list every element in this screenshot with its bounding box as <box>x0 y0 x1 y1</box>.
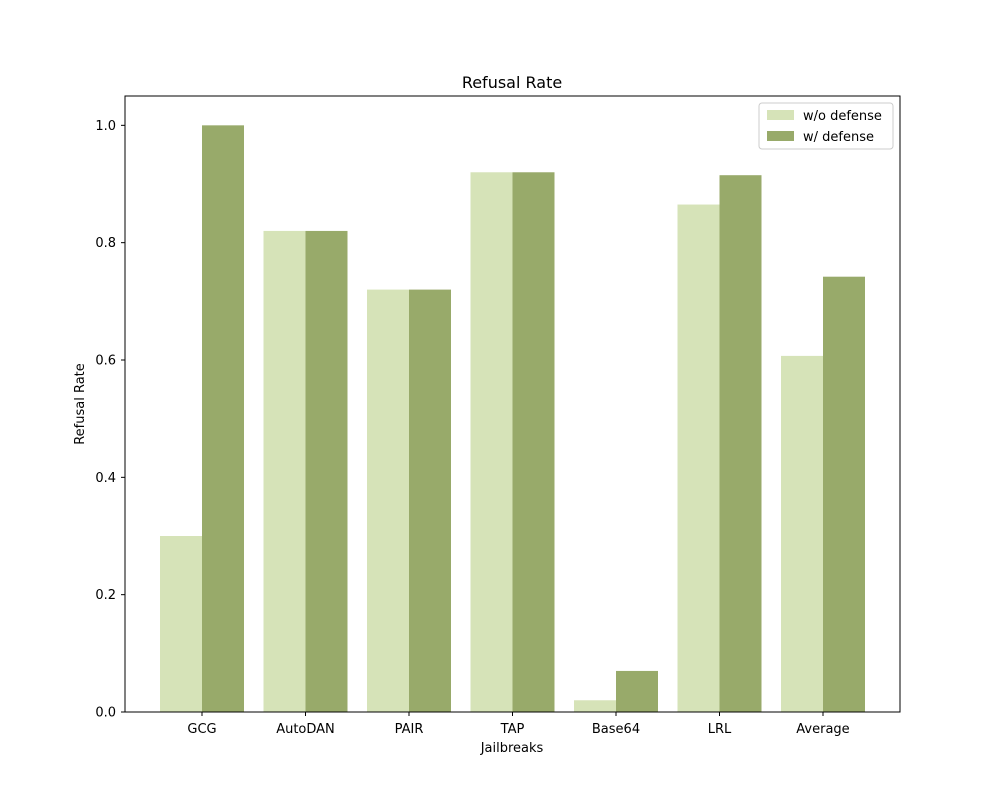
legend-swatch <box>767 110 794 120</box>
bar-without-defense <box>367 289 409 712</box>
x-tick-label: TAP <box>500 722 525 737</box>
y-tick-label: 0.0 <box>95 706 116 721</box>
x-tick-label: Average <box>796 722 849 737</box>
bar-with-defense <box>719 175 762 712</box>
x-axis-label: Jailbreaks <box>480 741 544 756</box>
bar-without-defense <box>160 536 202 712</box>
y-axis: 0.0 0.2 0.4 0.6 0.8 1.0 <box>95 119 125 721</box>
bar-without-defense <box>470 172 513 712</box>
legend-label: w/o defense <box>803 109 882 124</box>
y-tick-label: 0.4 <box>95 471 116 486</box>
y-tick-label: 1.0 <box>95 119 116 134</box>
chart-title: Refusal Rate <box>462 73 562 92</box>
bar-with-defense <box>616 670 658 712</box>
bar-with-defense <box>202 125 244 713</box>
legend-swatch <box>767 131 794 141</box>
x-tick-label: GCG <box>187 722 216 737</box>
bar-with-defense <box>409 289 451 712</box>
x-tick-label: Base64 <box>592 722 640 737</box>
y-axis-label: Refusal Rate <box>73 363 88 445</box>
y-tick-label: 0.8 <box>95 236 116 251</box>
y-tick-label: 0.2 <box>95 588 116 603</box>
bar-without-defense <box>781 355 823 712</box>
x-tick-label: PAIR <box>395 722 424 737</box>
legend: w/o defense w/ defense <box>758 102 894 150</box>
bar-without-defense <box>677 204 720 713</box>
x-axis: GCG AutoDAN PAIR TAP Base64 LRL Average <box>187 712 850 737</box>
bars-group <box>160 125 865 713</box>
bar-with-defense <box>823 276 865 712</box>
y-tick-label: 0.6 <box>95 354 116 369</box>
bar-with-defense <box>512 172 555 712</box>
bar-with-defense <box>305 230 348 712</box>
legend-label: w/ defense <box>803 130 874 145</box>
bar-without-defense <box>263 230 306 712</box>
bar-without-defense <box>574 700 616 712</box>
x-tick-label: LRL <box>708 722 732 737</box>
x-tick-label: AutoDAN <box>276 722 335 737</box>
